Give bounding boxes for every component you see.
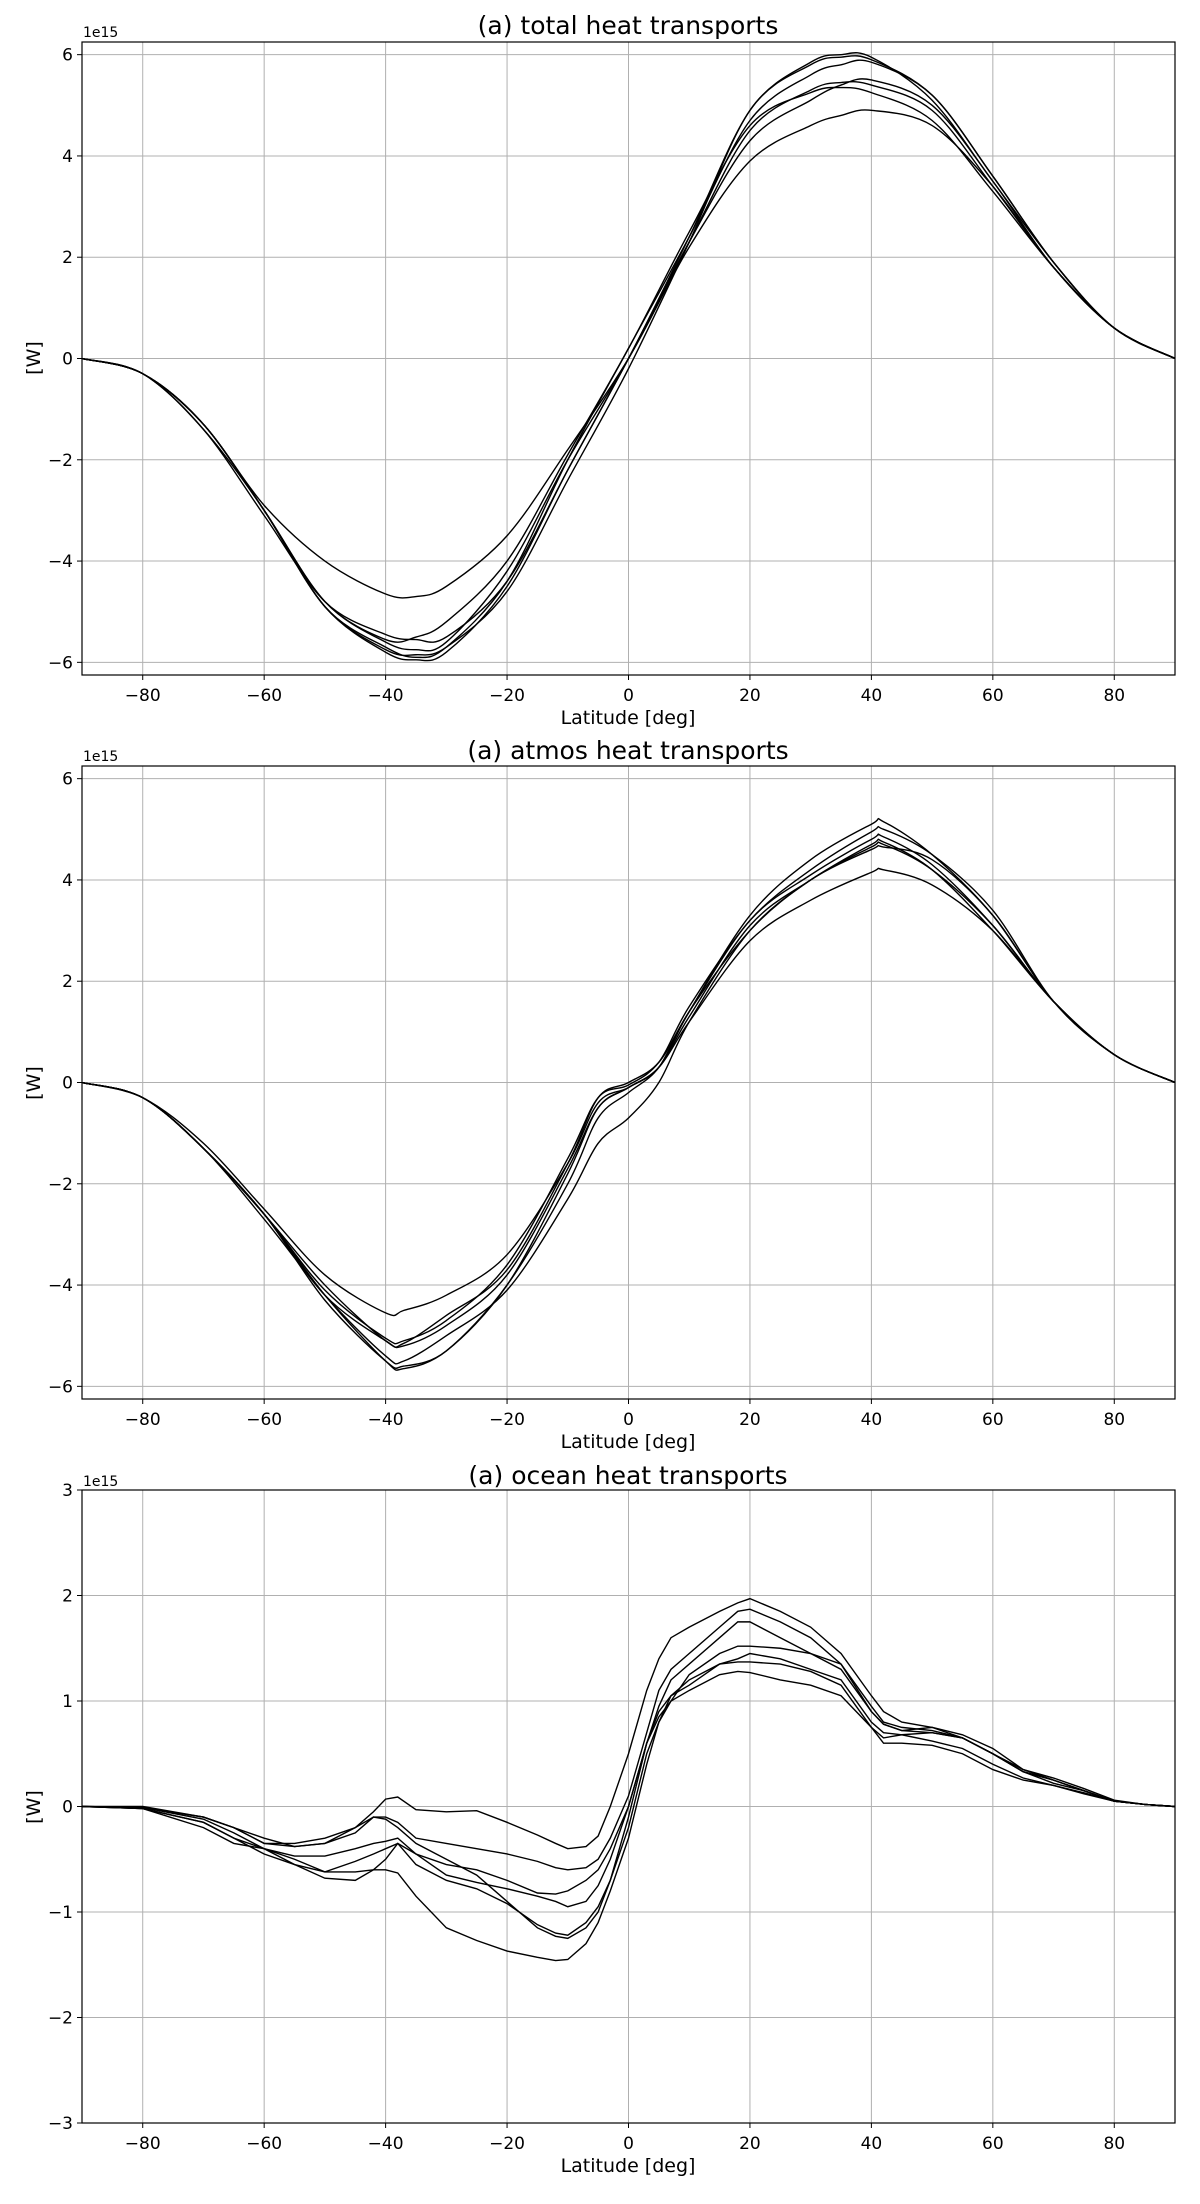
- x-tick-label: 0: [623, 2134, 634, 2154]
- y-tick-label: 2: [62, 248, 73, 268]
- plot-frame: [81, 41, 1176, 676]
- plot-frame: [81, 1489, 1176, 2124]
- x-tick-label: −20: [489, 2134, 525, 2154]
- x-tick-label: −40: [368, 2134, 404, 2154]
- x-tick-label: −60: [246, 2134, 282, 2154]
- series-line-6: [82, 1670, 1175, 1940]
- x-tick-label: −20: [489, 1410, 525, 1430]
- series-line-6: [82, 109, 1175, 599]
- series-line-7: [82, 1645, 1175, 1936]
- y-tick-label: −6: [48, 653, 73, 673]
- x-tick-label: 40: [861, 686, 883, 706]
- x-axis-label: Latitude [deg]: [561, 707, 696, 729]
- x-tick-label: 20: [739, 1410, 761, 1430]
- y-offset-label: 1e15: [83, 749, 118, 765]
- x-tick-label: −60: [246, 1410, 282, 1430]
- chart-title: (a) atmos heat transports: [467, 736, 788, 765]
- x-tick-label: 20: [739, 686, 761, 706]
- y-tick-label: −4: [48, 552, 73, 572]
- y-tick-label: −4: [48, 1276, 73, 1296]
- y-offset-label: 1e15: [83, 25, 118, 41]
- y-tick-label: −2: [48, 2009, 73, 2029]
- x-axis-label: Latitude [deg]: [561, 2155, 696, 2177]
- x-tick-label: −60: [246, 686, 282, 706]
- y-tick-label: 2: [62, 972, 73, 992]
- x-axis-label: Latitude [deg]: [561, 1431, 696, 1453]
- x-tick-label: 0: [623, 1410, 634, 1430]
- panel-total: (a) total heat transports Latitude [deg]…: [23, 11, 1176, 729]
- y-axis-label: [W]: [23, 1790, 45, 1824]
- y-tick-label: 6: [62, 770, 73, 790]
- y-tick-label: 1: [62, 1692, 73, 1712]
- y-tick-label: −6: [48, 1377, 73, 1397]
- y-tick-label: 0: [62, 1074, 73, 1094]
- chart-title: (a) ocean heat transports: [468, 1461, 787, 1490]
- y-tick-label: −2: [48, 451, 73, 471]
- y-tick-label: −3: [48, 2114, 73, 2134]
- y-tick-label: 0: [62, 350, 73, 370]
- x-tick-label: 20: [739, 2134, 761, 2154]
- series-line-5: [82, 1661, 1175, 1962]
- y-tick-label: −1: [48, 1903, 73, 1923]
- y-tick-label: −2: [48, 1175, 73, 1195]
- x-tick-label: 60: [982, 2134, 1004, 2154]
- y-axis-label: [W]: [23, 341, 45, 375]
- x-tick-label: 80: [1103, 2134, 1125, 2154]
- y-tick-label: 3: [62, 1481, 73, 1501]
- y-tick-label: 4: [62, 147, 73, 167]
- series-line-7: [82, 838, 1175, 1349]
- series-line-5: [82, 844, 1175, 1371]
- x-tick-label: −40: [368, 1410, 404, 1430]
- x-tick-label: −80: [125, 686, 161, 706]
- y-tick-label: 6: [62, 46, 73, 66]
- y-axis-label: [W]: [23, 1066, 45, 1100]
- panel-ocean: (a) ocean heat transports Latitude [deg]…: [23, 1461, 1176, 2177]
- x-tick-label: −80: [125, 2134, 161, 2154]
- x-tick-label: 40: [861, 2134, 883, 2154]
- panel-atmos: (a) atmos heat transports Latitude [deg]…: [23, 736, 1176, 1453]
- series-line-3: [82, 833, 1175, 1348]
- plot-frame: [81, 765, 1176, 1400]
- y-offset-label: 1e15: [83, 1474, 118, 1490]
- x-tick-label: 60: [982, 1410, 1004, 1430]
- x-tick-label: 80: [1103, 686, 1125, 706]
- series-line-6: [82, 825, 1175, 1345]
- x-tick-label: −80: [125, 1410, 161, 1430]
- x-tick-label: −40: [368, 686, 404, 706]
- y-tick-label: 4: [62, 871, 73, 891]
- series-line-7: [82, 55, 1175, 657]
- x-tick-label: 0: [623, 686, 634, 706]
- series-line-4: [82, 1652, 1175, 1908]
- x-tick-label: 40: [861, 1410, 883, 1430]
- x-tick-label: 80: [1103, 1410, 1125, 1430]
- x-tick-label: −20: [489, 686, 525, 706]
- y-tick-label: 2: [62, 1587, 73, 1607]
- x-tick-label: 60: [982, 686, 1004, 706]
- chart-title: (a) total heat transports: [478, 11, 779, 40]
- y-tick-label: 0: [62, 1798, 73, 1818]
